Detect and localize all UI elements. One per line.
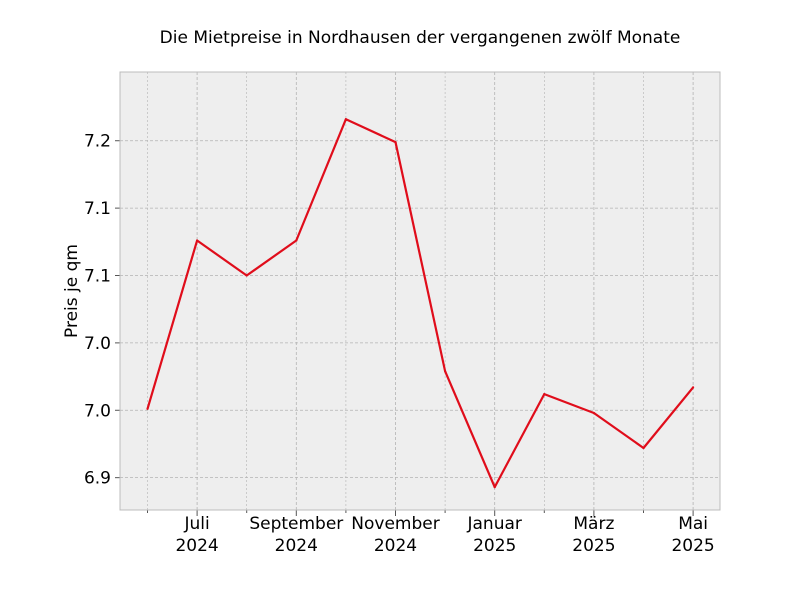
x-tick-label: Mai 2025: [671, 514, 714, 556]
x-tick-year: 2024: [175, 536, 218, 556]
y-tick-label: 7.0: [84, 334, 111, 354]
y-tick-label: 7.1: [84, 199, 111, 219]
data-point: [543, 392, 546, 396]
series-line: [146, 118, 694, 489]
y-tick-label: 7.1: [84, 267, 111, 287]
x-tick-label: Juli 2024: [175, 514, 218, 556]
plot-area: [120, 72, 720, 510]
data-point: [295, 239, 298, 242]
data-point: [245, 274, 248, 277]
grid-lines: [120, 72, 720, 510]
chart-title: Die Mietpreise in Nordhausen der vergang…: [160, 28, 681, 48]
x-tick-year: 2025: [473, 536, 516, 556]
data-point: [592, 411, 596, 415]
x-tick-year: 2025: [671, 536, 714, 556]
x-tick-month: Januar: [467, 514, 522, 534]
data-point: [344, 118, 347, 121]
x-tick-label: November 2024: [351, 514, 439, 556]
x-tick-year: 2024: [374, 536, 417, 556]
data-point: [493, 485, 496, 489]
y-tick-label: 7.0: [84, 401, 111, 421]
data-point: [642, 446, 645, 450]
data-point: [394, 140, 397, 144]
y-axis-label: Preis je qm: [62, 244, 82, 338]
x-tick-month: Juli: [183, 514, 209, 534]
data-point: [444, 370, 447, 373]
data-point: [692, 386, 695, 389]
data-point: [146, 407, 149, 411]
y-tick-label: 7.2: [84, 132, 111, 152]
x-tick-year: 2025: [572, 536, 615, 556]
x-tick-label: März 2025: [572, 514, 615, 556]
x-tick-month: September: [249, 514, 343, 534]
x-tick-month: November: [351, 514, 439, 534]
x-tick-month: Mai: [678, 514, 708, 534]
data-point: [196, 239, 199, 242]
x-tick-month: März: [573, 514, 614, 534]
x-tick-year: 2024: [275, 536, 318, 556]
series-layer: [146, 118, 695, 489]
x-tick-label: Januar 2025: [467, 514, 522, 556]
plot-frame: [119, 71, 721, 511]
x-tick-label: September 2024: [249, 514, 343, 556]
y-tick-label: 6.9: [84, 469, 111, 489]
